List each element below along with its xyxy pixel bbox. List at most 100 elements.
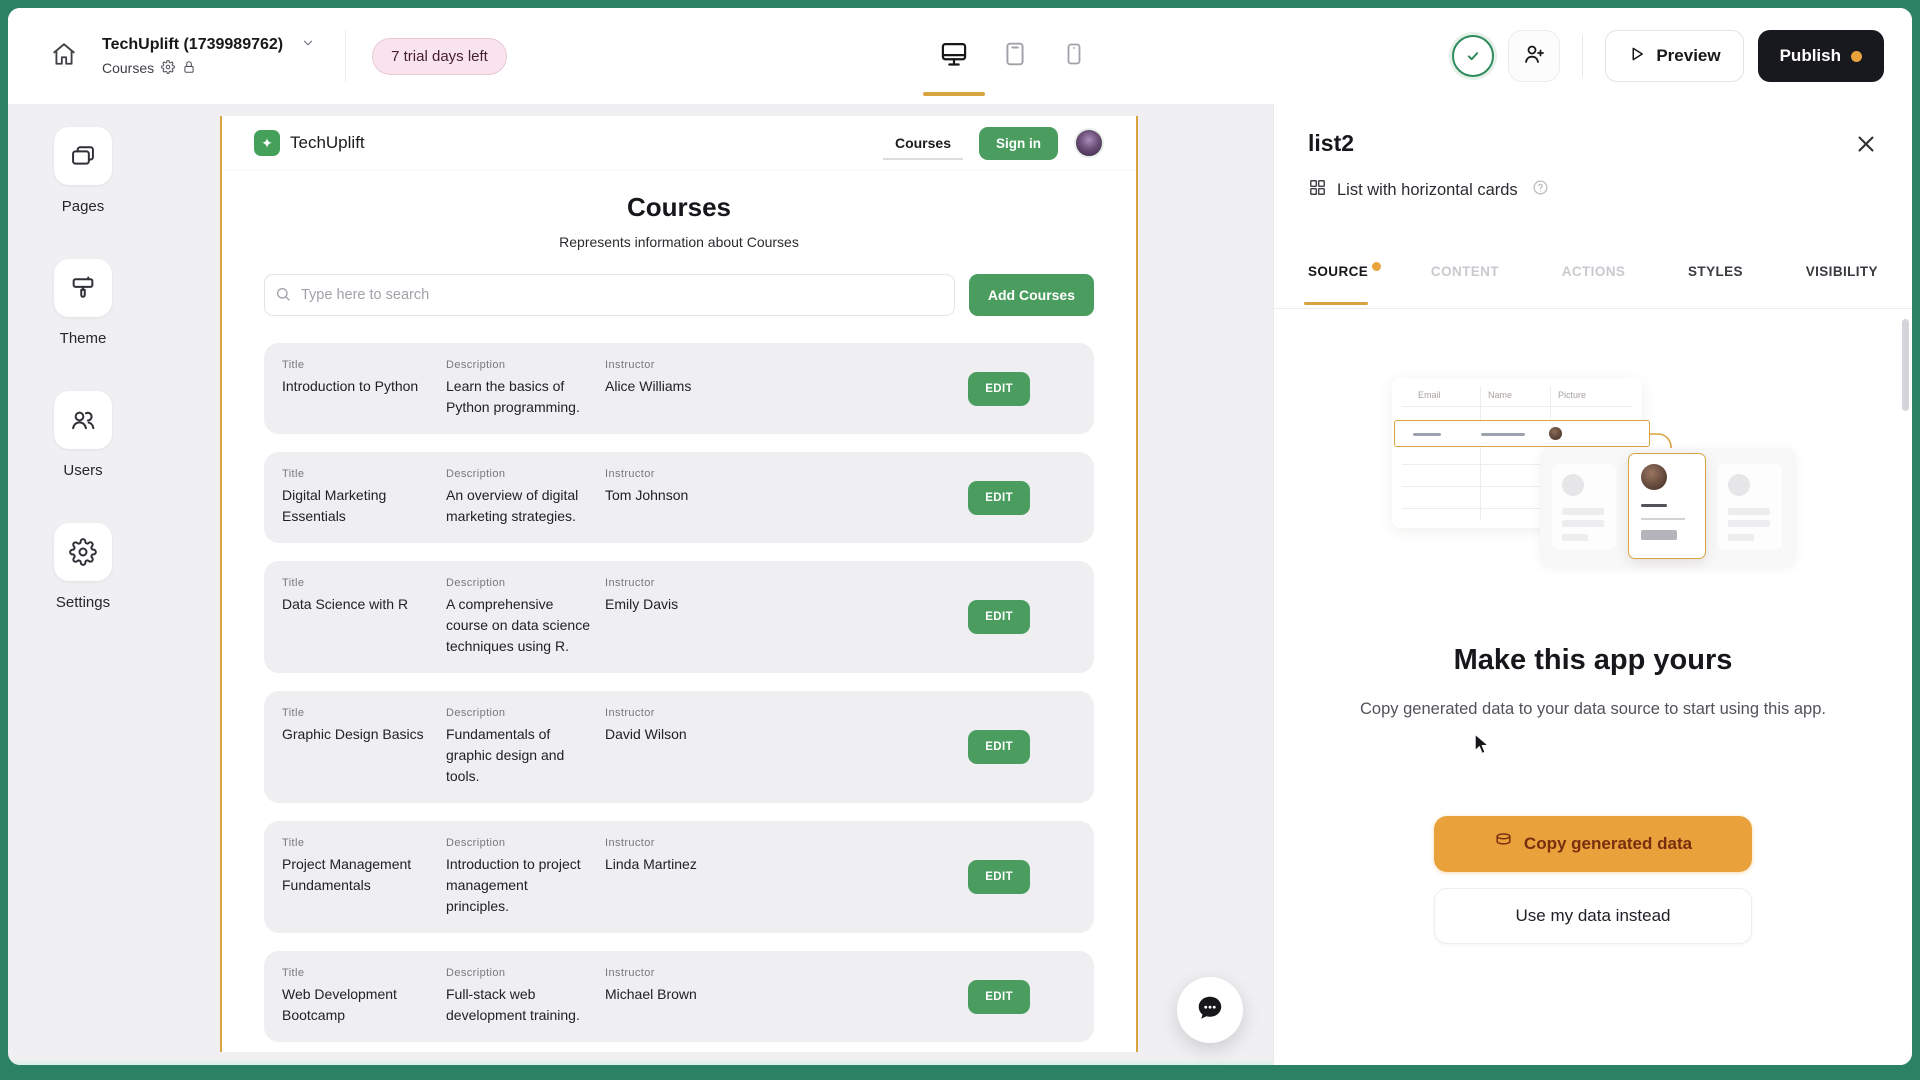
row-dash bbox=[1413, 433, 1441, 436]
edit-button[interactable]: EDIT bbox=[968, 860, 1030, 894]
device-toggle-group bbox=[940, 8, 1086, 104]
close-panel-button[interactable] bbox=[1850, 130, 1882, 162]
avatar[interactable] bbox=[1074, 128, 1104, 158]
topbar: TechUplift (1739989762) Courses 7 trial … bbox=[8, 8, 1912, 104]
secondary-button-label: Use my data instead bbox=[1515, 906, 1671, 925]
component-type-label: List with horizontal cards bbox=[1337, 180, 1518, 199]
grid-line bbox=[1402, 486, 1632, 487]
tab-styles[interactable]: STYLES bbox=[1688, 264, 1743, 279]
edit-button[interactable]: EDIT bbox=[968, 600, 1030, 634]
app-brand: TechUplift bbox=[290, 133, 365, 152]
course-card: Title Graphic Design Basics Description … bbox=[264, 691, 1094, 803]
copy-generated-data-button[interactable]: Copy generated data bbox=[1434, 816, 1752, 872]
nav-link-courses[interactable]: Courses bbox=[882, 126, 963, 160]
edit-button[interactable]: EDIT bbox=[968, 730, 1030, 764]
page-subtitle: Represents information about Courses bbox=[559, 234, 799, 250]
cell-instructor: Instructor Tom Johnson bbox=[605, 468, 944, 527]
course-title: Graphic Design Basics bbox=[282, 726, 424, 742]
topbar-actions: Preview Publish bbox=[1452, 8, 1884, 104]
course-card: Title Digital Marketing Essentials Descr… bbox=[264, 452, 1094, 543]
column-label: Title bbox=[282, 967, 305, 979]
edit-button[interactable]: EDIT bbox=[968, 480, 1030, 515]
column-label: Title bbox=[282, 468, 305, 480]
mini-card bbox=[1552, 464, 1616, 550]
app-preview-canvas[interactable]: ✦ TechUplift Courses Sign in Courses Rep… bbox=[220, 116, 1138, 1052]
sidebar-item-settings[interactable]: Settings bbox=[54, 523, 112, 611]
edit-button[interactable]: EDIT bbox=[968, 371, 1030, 406]
preview-button[interactable]: Preview bbox=[1605, 30, 1744, 82]
column-label: Description bbox=[446, 967, 506, 979]
topbar-separator bbox=[1582, 35, 1584, 77]
placeholder-circle bbox=[1728, 474, 1750, 496]
course-instructor: Michael Brown bbox=[605, 986, 697, 1002]
course-instructor: Linda Martinez bbox=[605, 856, 697, 872]
tab-source[interactable]: SOURCE bbox=[1303, 262, 1382, 305]
sign-in-button[interactable]: Sign in bbox=[979, 126, 1058, 160]
gear-icon[interactable] bbox=[161, 59, 176, 77]
cell-description: Description Full-stack web development t… bbox=[446, 967, 605, 1026]
app-header-nav: Courses Sign in bbox=[882, 126, 1104, 160]
panel-tabs: SOURCE CONTENT ACTIONS STYLES VISIBILITY bbox=[1303, 262, 1878, 305]
row-dash bbox=[1481, 433, 1525, 436]
placeholder-circle bbox=[1562, 474, 1584, 496]
breadcrumb-label: Courses bbox=[102, 60, 155, 76]
invite-user-button[interactable] bbox=[1508, 30, 1561, 82]
grid-line bbox=[1402, 508, 1632, 509]
column-label: Description bbox=[446, 359, 506, 371]
column-label: Title bbox=[282, 707, 305, 719]
course-instructor: Tom Johnson bbox=[605, 487, 689, 503]
editor-stage: TechUplift (1739989762) Courses 7 trial … bbox=[8, 8, 1912, 1065]
mouse-cursor bbox=[1470, 732, 1492, 761]
sidebar-item-theme[interactable]: Theme bbox=[54, 259, 112, 347]
help-icon[interactable] bbox=[1532, 179, 1549, 201]
use-my-data-button[interactable]: Use my data instead bbox=[1434, 888, 1752, 944]
component-name: list2 bbox=[1308, 130, 1355, 156]
mini-card bbox=[1718, 464, 1782, 550]
chat-icon bbox=[1195, 993, 1225, 1028]
search-input[interactable] bbox=[264, 274, 955, 316]
grid-line bbox=[1402, 464, 1632, 465]
search-icon bbox=[275, 286, 291, 307]
source-alert-dot bbox=[1372, 262, 1382, 271]
course-title: Project Management Fundamentals bbox=[282, 856, 412, 893]
course-description: A comprehensive course on data science t… bbox=[446, 596, 590, 654]
add-courses-button[interactable]: Add Courses bbox=[968, 274, 1094, 316]
tab-visibility[interactable]: VISIBILITY bbox=[1805, 264, 1878, 279]
app-logo-icon: ✦ bbox=[254, 130, 280, 156]
project-name-row[interactable]: TechUplift (1739989762) bbox=[102, 36, 315, 55]
panel-scrollbar[interactable] bbox=[1902, 319, 1909, 411]
lock-icon bbox=[182, 60, 196, 77]
illustration-column: Picture bbox=[1558, 390, 1587, 400]
tab-content[interactable]: CONTENT bbox=[1430, 264, 1499, 279]
placeholder-bar bbox=[1641, 504, 1667, 507]
cell-title: Title Graphic Design Basics bbox=[282, 707, 446, 787]
column-label: Description bbox=[446, 468, 506, 480]
illustration-column: Email bbox=[1418, 390, 1441, 400]
close-icon bbox=[1853, 131, 1879, 162]
chat-button[interactable] bbox=[1177, 977, 1243, 1043]
column-label: Description bbox=[446, 837, 506, 849]
device-phone-button[interactable] bbox=[1062, 8, 1086, 104]
placeholder-bar bbox=[1562, 520, 1604, 527]
device-tablet-button[interactable] bbox=[1002, 8, 1028, 104]
sidebar-item-label: Pages bbox=[61, 198, 105, 215]
trial-badge: 7 trial days left bbox=[372, 37, 507, 75]
publish-button[interactable]: Publish bbox=[1757, 30, 1884, 82]
edit-button[interactable]: EDIT bbox=[968, 979, 1030, 1014]
sidebar-item-pages[interactable]: Pages bbox=[54, 127, 112, 215]
placeholder-bar bbox=[1728, 520, 1770, 527]
chevron-down-icon bbox=[301, 36, 315, 55]
device-desktop-button[interactable] bbox=[940, 8, 968, 104]
row-avatar bbox=[1549, 427, 1562, 440]
cell-title: Title Project Management Fundamentals bbox=[282, 837, 446, 917]
course-list: Title Introduction to Python Description… bbox=[264, 343, 1094, 1042]
sidebar-item-label: Users bbox=[63, 462, 103, 479]
placeholder-bar bbox=[1728, 508, 1770, 515]
app-body: Courses Represents information about Cou… bbox=[222, 192, 1136, 1052]
home-button[interactable] bbox=[44, 36, 84, 76]
cell-instructor: Instructor Linda Martinez bbox=[605, 837, 944, 917]
column-label: Instructor bbox=[605, 837, 655, 849]
pages-icon bbox=[54, 127, 112, 185]
sidebar-item-users[interactable]: Users bbox=[54, 391, 112, 479]
tab-actions[interactable]: ACTIONS bbox=[1561, 264, 1626, 279]
